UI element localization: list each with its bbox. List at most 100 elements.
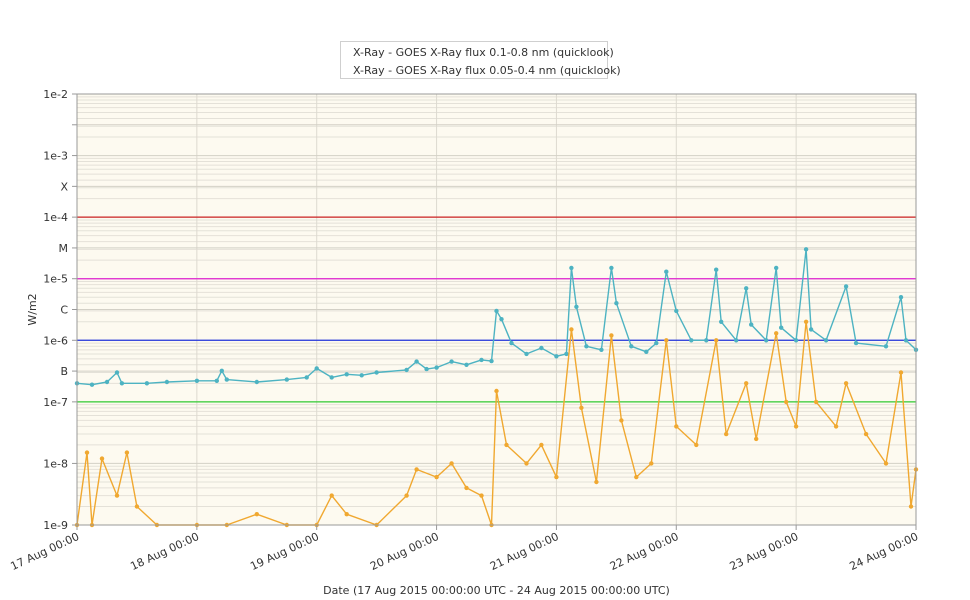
data-point[interactable]: [764, 338, 769, 343]
data-point[interactable]: [734, 338, 739, 343]
data-point[interactable]: [449, 461, 454, 466]
data-point[interactable]: [539, 442, 544, 448]
data-point[interactable]: [883, 344, 889, 349]
data-point[interactable]: [89, 382, 95, 387]
data-point[interactable]: [744, 286, 749, 291]
data-point[interactable]: [833, 424, 839, 429]
data-point[interactable]: [664, 269, 669, 274]
data-point[interactable]: [114, 493, 120, 498]
data-point[interactable]: [404, 367, 409, 373]
data-point[interactable]: [564, 351, 569, 357]
data-point[interactable]: [219, 368, 224, 373]
data-point[interactable]: [509, 340, 514, 346]
data-point[interactable]: [164, 379, 170, 385]
data-point[interactable]: [744, 381, 749, 386]
data-point[interactable]: [843, 284, 849, 289]
data-point[interactable]: [304, 375, 309, 380]
data-point[interactable]: [404, 493, 409, 498]
data-point[interactable]: [714, 267, 719, 272]
data-point[interactable]: [359, 373, 364, 378]
data-point[interactable]: [554, 474, 559, 480]
data-point[interactable]: [569, 327, 574, 332]
data-point[interactable]: [754, 436, 759, 442]
data-point[interactable]: [494, 308, 499, 314]
data-point[interactable]: [479, 493, 484, 498]
data-point[interactable]: [329, 493, 334, 498]
data-point[interactable]: [524, 461, 529, 466]
data-point[interactable]: [499, 317, 504, 322]
data-point[interactable]: [853, 340, 859, 346]
data-point[interactable]: [99, 456, 105, 461]
data-point[interactable]: [813, 399, 819, 405]
data-point[interactable]: [574, 304, 579, 309]
data-point[interactable]: [464, 362, 469, 367]
data-point[interactable]: [599, 347, 604, 352]
data-point[interactable]: [329, 375, 334, 380]
data-point[interactable]: [494, 388, 499, 394]
data-point[interactable]: [214, 378, 219, 383]
data-point[interactable]: [629, 344, 634, 349]
data-point[interactable]: [124, 450, 130, 455]
data-point[interactable]: [224, 377, 229, 382]
data-point[interactable]: [724, 431, 729, 437]
data-point[interactable]: [504, 442, 509, 448]
data-point[interactable]: [344, 372, 349, 377]
data-point[interactable]: [414, 359, 419, 364]
data-point[interactable]: [434, 474, 439, 480]
legend-item-soft-xray[interactable]: X-Ray - GOES X-Ray flux 0.05-0.4 nm (qui…: [341, 62, 621, 78]
data-point[interactable]: [569, 265, 574, 271]
data-point[interactable]: [644, 349, 649, 354]
data-point[interactable]: [749, 322, 754, 327]
data-point[interactable]: [104, 379, 110, 385]
data-point[interactable]: [843, 381, 849, 386]
data-point[interactable]: [414, 467, 419, 472]
data-point[interactable]: [803, 247, 809, 252]
data-point[interactable]: [774, 265, 779, 271]
data-point[interactable]: [803, 319, 809, 324]
data-point[interactable]: [114, 370, 120, 375]
data-point[interactable]: [883, 461, 889, 466]
data-point[interactable]: [774, 331, 779, 336]
data-point[interactable]: [694, 442, 699, 448]
data-point[interactable]: [619, 418, 624, 423]
data-point[interactable]: [84, 450, 90, 455]
data-point[interactable]: [134, 504, 140, 509]
data-point[interactable]: [584, 344, 589, 349]
data-point[interactable]: [489, 358, 494, 364]
data-point[interactable]: [374, 370, 379, 375]
data-point[interactable]: [903, 338, 909, 343]
data-point[interactable]: [614, 301, 619, 306]
data-point[interactable]: [524, 351, 529, 357]
data-point[interactable]: [344, 512, 349, 517]
data-point[interactable]: [898, 370, 904, 375]
data-point[interactable]: [554, 354, 559, 359]
data-point[interactable]: [434, 365, 439, 370]
data-point[interactable]: [793, 424, 799, 429]
data-point[interactable]: [539, 345, 544, 351]
data-point[interactable]: [194, 378, 200, 383]
data-point[interactable]: [664, 338, 669, 343]
data-point[interactable]: [863, 431, 869, 437]
data-point[interactable]: [119, 381, 125, 386]
data-point[interactable]: [779, 325, 784, 330]
data-point[interactable]: [609, 333, 614, 338]
data-point[interactable]: [808, 327, 814, 332]
data-point[interactable]: [254, 512, 259, 517]
data-point[interactable]: [254, 379, 259, 385]
data-point[interactable]: [823, 338, 829, 343]
data-point[interactable]: [908, 504, 914, 509]
data-point[interactable]: [649, 461, 654, 466]
data-point[interactable]: [424, 366, 429, 372]
data-point[interactable]: [719, 319, 724, 324]
data-point[interactable]: [674, 424, 679, 429]
data-point[interactable]: [704, 338, 709, 343]
data-point[interactable]: [714, 338, 719, 343]
data-point[interactable]: [793, 338, 799, 343]
data-point[interactable]: [144, 381, 150, 386]
data-point[interactable]: [609, 265, 614, 271]
legend-item-hard-xray[interactable]: X-Ray - GOES X-Ray flux 0.1-0.8 nm (quic…: [341, 44, 614, 60]
data-point[interactable]: [479, 357, 484, 363]
data-point[interactable]: [689, 338, 694, 343]
data-point[interactable]: [449, 359, 454, 364]
data-point[interactable]: [594, 479, 599, 485]
